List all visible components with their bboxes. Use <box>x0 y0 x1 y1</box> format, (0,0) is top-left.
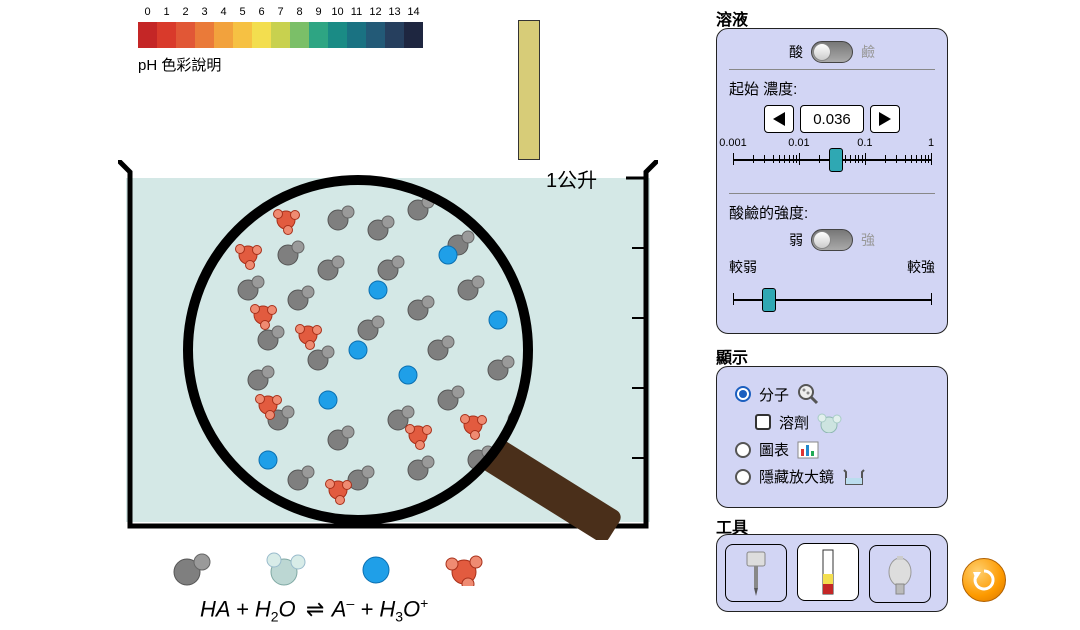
ph-cell-12: 12 <box>366 22 385 48</box>
solution-panel: 酸 鹼 起始 濃度: 0.036 0.0010.010.11 酸鹼的強度: 弱 … <box>716 28 948 334</box>
volume-label: 1公升 <box>546 164 597 193</box>
ph-color-scale: 01234567891011121314 pH 色彩說明 <box>138 22 423 75</box>
display-section-title: 顯示 <box>716 344 748 368</box>
equilibrium-equation: HA + H2O ⇌ A– + H3O+ <box>200 595 428 625</box>
strength-slider[interactable] <box>733 279 931 319</box>
tools-panel <box>716 534 948 612</box>
ph-cell-3: 3 <box>195 22 214 48</box>
ph-cell-4: 4 <box>214 22 233 48</box>
solution-section-title: 溶液 <box>716 6 748 30</box>
ph-cell-2: 2 <box>176 22 195 48</box>
legend-h3o-icon <box>442 550 490 586</box>
stronger-label: 較強 <box>907 257 935 277</box>
reset-button[interactable] <box>962 558 1006 602</box>
weak-label: 弱 <box>789 230 803 250</box>
tool-conductivity-button[interactable] <box>869 545 931 603</box>
concentration-label: 起始 濃度: <box>729 78 935 99</box>
concentration-slider-thumb[interactable] <box>829 148 843 172</box>
ph-cell-10: 10 <box>328 22 347 48</box>
radio-hide-magnifier[interactable] <box>735 469 751 485</box>
ph-cell-11: 11 <box>347 22 366 48</box>
tool-ph-paper-button[interactable] <box>797 543 859 601</box>
ph-cell-6: 6 <box>252 22 271 48</box>
radio-molecules[interactable] <box>735 386 751 402</box>
beaker-icon <box>842 468 866 486</box>
ph-test-strip[interactable] <box>518 20 540 160</box>
ph-cell-0: 0 <box>138 22 157 48</box>
option-solvent-label: 溶劑 <box>779 412 809 433</box>
radio-chart[interactable] <box>735 442 751 458</box>
concentration-slider[interactable]: 0.0010.010.11 <box>733 139 931 179</box>
option-molecules-label: 分子 <box>759 384 789 405</box>
checkbox-solvent[interactable] <box>755 414 771 430</box>
concentration-increase-button[interactable] <box>870 105 900 133</box>
weaker-label: 較弱 <box>729 257 757 277</box>
ph-cell-1: 1 <box>157 22 176 48</box>
legend-ha-icon <box>170 550 216 586</box>
option-hide-magnifier-label: 隱藏放大鏡 <box>759 466 834 487</box>
molecule-legend <box>170 550 490 586</box>
strength-toggle[interactable] <box>811 229 853 251</box>
concentration-stepper: 0.036 <box>729 105 935 133</box>
concentration-decrease-button[interactable] <box>764 105 794 133</box>
ph-cell-9: 9 <box>309 22 328 48</box>
solvent-icon <box>817 411 843 433</box>
option-chart-label: 圖表 <box>759 439 789 460</box>
ph-scale-label: pH 色彩說明 <box>138 54 423 75</box>
ph-cell-5: 5 <box>233 22 252 48</box>
strength-slider-thumb[interactable] <box>762 288 776 312</box>
tool-probe-button[interactable] <box>725 544 787 602</box>
beaker: 1公升 <box>118 160 658 530</box>
bar-chart-icon <box>797 441 819 459</box>
ph-cell-7: 7 <box>271 22 290 48</box>
ph-cell-14: 14 <box>404 22 423 48</box>
magnifier-icon <box>797 383 819 405</box>
acid-label: 酸 <box>789 42 803 62</box>
ph-cell-8: 8 <box>290 22 309 48</box>
strength-label: 酸鹼的強度: <box>729 202 935 223</box>
base-label: 鹼 <box>861 42 875 62</box>
concentration-value: 0.036 <box>800 105 864 133</box>
strong-label: 強 <box>861 230 875 250</box>
acid-base-toggle[interactable] <box>811 41 853 63</box>
legend-h2o-icon <box>264 550 310 586</box>
display-panel: 分子 溶劑 圖表 隱藏放大鏡 <box>716 366 948 508</box>
legend-a-icon <box>358 550 394 586</box>
ph-cell-13: 13 <box>385 22 404 48</box>
